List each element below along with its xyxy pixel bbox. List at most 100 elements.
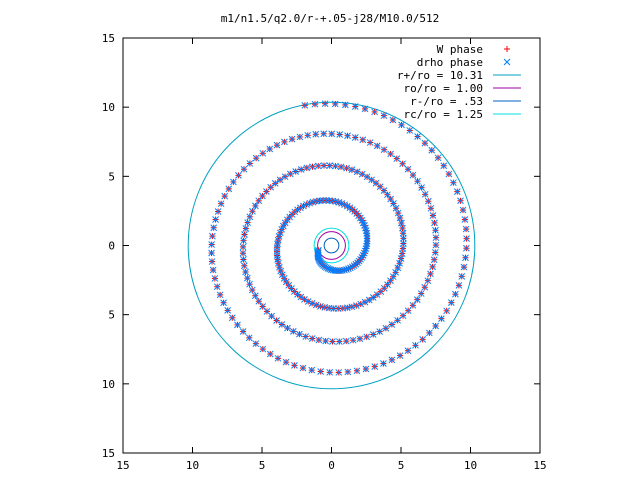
drho-phase-point	[400, 240, 407, 247]
drho-phase-point	[413, 296, 421, 303]
drho-phase-point	[344, 132, 351, 140]
drho-phase-point	[332, 162, 339, 170]
drho-phase-point	[278, 271, 286, 279]
drho-phase-point	[296, 133, 304, 141]
drho-phase-point	[274, 354, 282, 362]
drho-phase-point	[455, 282, 463, 289]
drho-phase-point	[393, 155, 401, 162]
drho-phase-point	[321, 100, 329, 108]
drho-phase-point	[349, 336, 357, 344]
drho-phase-point	[304, 131, 312, 139]
reference-circles	[187, 101, 476, 390]
drho-phase-point	[392, 269, 399, 276]
drho-phase-point	[314, 162, 322, 170]
drho-phase-point	[208, 258, 216, 265]
drho-phase-point	[277, 267, 285, 275]
drho-phase-point	[363, 232, 371, 240]
drho-phase-point	[359, 136, 367, 144]
drho-phase-point	[266, 350, 274, 358]
drho-phase-point	[292, 168, 300, 175]
drho-phase-point	[459, 206, 467, 214]
drho-phase-point	[317, 368, 325, 375]
drho-phase-point	[214, 208, 222, 215]
drho-phase-point	[431, 249, 439, 256]
drho-phase-point	[352, 302, 360, 309]
drho-phase-point	[336, 131, 344, 138]
x-tick-label: 10	[186, 459, 199, 472]
drho-phase-point	[252, 202, 259, 210]
drho-phase-point	[303, 164, 311, 172]
drho-phase-point	[404, 307, 412, 315]
drho-phase-point	[409, 171, 417, 179]
drho-phase-point	[427, 270, 434, 278]
chart-title: m1/n1.5/q2.0/r-+.05-j28/M10.0/512	[221, 12, 440, 25]
drho-phase-point	[376, 328, 384, 335]
drho-phase-point	[342, 337, 350, 345]
drho-phase-point	[242, 225, 250, 232]
drho-phase-point	[331, 100, 339, 108]
drho-phase-point	[373, 142, 381, 150]
x-tick-label: 15	[116, 459, 129, 472]
y-tick-label: 10	[102, 378, 115, 391]
reference-circle	[187, 101, 476, 390]
drho-phase-point	[291, 362, 298, 369]
drho-phase-point	[248, 286, 256, 294]
x-tick-label: 15	[533, 459, 546, 472]
drho-phase-point	[225, 185, 233, 193]
x-tick-label: 0	[328, 459, 335, 472]
drho-phase-point	[424, 277, 432, 285]
drho-phase-point	[240, 262, 248, 270]
drho-phase-point	[356, 335, 364, 343]
drho-phase-point	[347, 264, 354, 272]
drho-phase-point	[326, 368, 334, 376]
drho-phase-point	[380, 112, 388, 119]
drho-phase-point	[209, 232, 216, 240]
drho-phase-point	[348, 166, 356, 174]
drho-phase-point	[426, 329, 433, 337]
drho-phase-point	[249, 207, 256, 215]
drho-phase-point	[276, 229, 284, 237]
drho-phase-point	[312, 130, 320, 138]
drho-phase-point	[351, 103, 359, 110]
drho-phase-point	[337, 163, 345, 171]
drho-phase-point	[429, 263, 436, 271]
drho-phase-point	[335, 369, 343, 376]
drho-phase-point	[419, 336, 426, 343]
drho-phase-point	[302, 333, 310, 340]
legend-label: rc/ro = 1.25	[404, 108, 483, 121]
drho-phase-point	[228, 314, 236, 322]
drho-phase-point	[259, 149, 267, 157]
drho-phase-point	[274, 259, 282, 267]
legend-label: drho phase	[417, 56, 483, 69]
drho-phase-point	[428, 146, 436, 154]
drho-phase-point	[240, 165, 248, 173]
drho-phase-point	[390, 200, 397, 207]
drho-phase-point	[276, 176, 284, 184]
drho-phase-point	[299, 364, 307, 372]
drho-phase-point	[343, 266, 350, 273]
drho-phase-point	[406, 127, 414, 134]
drho-phase-point	[241, 231, 248, 238]
drho-phase-point	[432, 234, 440, 242]
drho-phase-point	[463, 244, 470, 252]
drho-phase-point	[297, 204, 304, 212]
drho-phase-point	[357, 300, 365, 308]
drho-phase-point	[348, 303, 356, 311]
drho-phase-point	[363, 229, 371, 237]
drho-phase-point	[358, 254, 366, 261]
y-tick-label: 15	[102, 447, 115, 460]
y-tick-label: 0	[108, 240, 115, 253]
drho-phase-point	[328, 130, 336, 138]
y-tick-label: 5	[108, 309, 115, 322]
drho-phase-point	[387, 277, 394, 285]
drho-phase-point	[266, 145, 274, 153]
drho-phase-point	[312, 301, 320, 309]
drho-phase-point	[296, 330, 303, 338]
legend-label: W phase	[437, 43, 483, 56]
drho-phase-point	[432, 241, 440, 249]
drho-phase-point	[259, 192, 266, 200]
drho-phase-point	[362, 365, 370, 373]
drho-phase-point	[343, 164, 350, 172]
drho-phase-point	[452, 290, 459, 298]
